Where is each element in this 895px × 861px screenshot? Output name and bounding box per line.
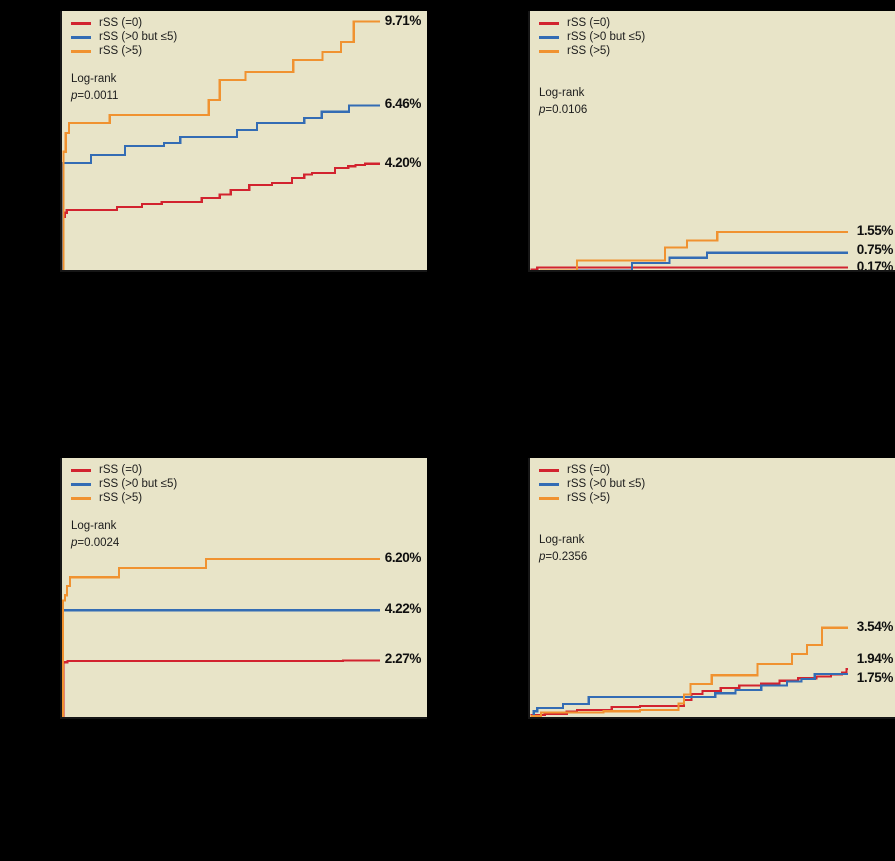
endpoint-label-orange: 3.54% xyxy=(856,618,894,634)
curve-orange xyxy=(62,558,380,717)
curve-red xyxy=(62,162,380,270)
logrank-annotation: Log-rank p=0.2356 xyxy=(539,532,587,566)
legend-item: rSS (>5) xyxy=(71,491,177,505)
legend: rSS (=0) rSS (>0 but ≤5) rSS (>5) xyxy=(539,16,645,58)
legend-line-red-icon xyxy=(539,21,559,25)
legend-line-orange-icon xyxy=(539,49,559,53)
plot-background xyxy=(530,11,895,270)
legend-line-red-icon xyxy=(71,468,91,472)
legend-label: rSS (>0 but ≤5) xyxy=(567,31,646,43)
endpoint-label-red: 4.20% xyxy=(384,154,422,170)
endpoint-label-blue: 4.22% xyxy=(384,601,422,617)
km-panel-top-right: rSS (=0) rSS (>0 but ≤5) rSS (>5) Log-ra… xyxy=(528,11,895,272)
legend-label: rSS (>5) xyxy=(99,45,143,57)
curve-blue xyxy=(547,251,848,270)
legend-line-orange-icon xyxy=(539,496,559,500)
plot-background xyxy=(62,11,427,270)
legend-label: rSS (>5) xyxy=(567,45,611,57)
logrank-label: Log-rank xyxy=(71,520,117,532)
endpoint-label-blue: 6.46% xyxy=(384,96,422,112)
plot-background xyxy=(62,458,427,717)
legend-label: rSS (>0 but ≤5) xyxy=(99,31,178,43)
km-panel-bottom-right: rSS (=0) rSS (>0 but ≤5) rSS (>5) Log-ra… xyxy=(528,458,895,719)
legend-line-red-icon xyxy=(539,468,559,472)
legend-line-blue-icon xyxy=(71,35,91,39)
legend-label: rSS (=0) xyxy=(99,464,143,476)
curve-blue xyxy=(62,104,380,270)
legend-line-blue-icon xyxy=(71,482,91,486)
logrank-annotation: Log-rank p=0.0011 xyxy=(71,71,118,105)
logrank-label: Log-rank xyxy=(539,87,585,99)
endpoint-label-red: 1.94% xyxy=(856,650,894,666)
endpoint-label-blue: 1.75% xyxy=(856,669,894,685)
legend-item: rSS (>5) xyxy=(71,44,177,58)
legend-label: rSS (=0) xyxy=(567,464,611,476)
logrank-label: Log-rank xyxy=(539,534,585,546)
legend-line-orange-icon xyxy=(71,49,91,53)
legend-label: rSS (>5) xyxy=(99,492,143,504)
endpoint-label-orange: 9.71% xyxy=(384,12,422,28)
survival-curves xyxy=(62,458,427,717)
survival-curves xyxy=(530,458,895,717)
curve-blue xyxy=(532,672,848,717)
p-value: p=0.0024 xyxy=(71,537,120,549)
legend-label: rSS (>0 but ≤5) xyxy=(567,478,646,490)
legend-item: rSS (=0) xyxy=(539,16,645,30)
logrank-annotation: Log-rank p=0.0024 xyxy=(71,518,119,552)
logrank-annotation: Log-rank p=0.0106 xyxy=(539,85,587,119)
km-panel-top-left: rSS (=0) rSS (>0 but ≤5) rSS (>5) Log-ra… xyxy=(60,11,427,272)
legend-label: rSS (=0) xyxy=(567,17,611,29)
survival-curves xyxy=(530,11,895,270)
legend-item: rSS (>0 but ≤5) xyxy=(71,477,177,491)
legend-item: rSS (=0) xyxy=(71,16,177,30)
endpoint-label-red: 2.27% xyxy=(384,651,422,667)
legend-label: rSS (=0) xyxy=(99,17,143,29)
endpoint-label-red: 0.17% xyxy=(856,258,894,272)
curve-orange xyxy=(539,230,848,270)
legend-line-blue-icon xyxy=(539,482,559,486)
km-panel-bottom-left: rSS (=0) rSS (>0 but ≤5) rSS (>5) Log-ra… xyxy=(60,458,427,719)
legend-line-orange-icon xyxy=(71,496,91,500)
legend: rSS (=0) rSS (>0 but ≤5) rSS (>5) xyxy=(71,463,177,505)
logrank-label: Log-rank xyxy=(71,73,117,85)
legend-item: rSS (>0 but ≤5) xyxy=(539,477,645,491)
curve-orange xyxy=(530,626,848,717)
legend-item: rSS (>0 but ≤5) xyxy=(71,30,177,44)
legend-item: rSS (>0 but ≤5) xyxy=(539,30,645,44)
legend: rSS (=0) rSS (>0 but ≤5) rSS (>5) xyxy=(539,463,645,505)
legend-item: rSS (>5) xyxy=(539,491,645,505)
legend: rSS (=0) rSS (>0 but ≤5) rSS (>5) xyxy=(71,16,177,58)
legend-label: rSS (>0 but ≤5) xyxy=(99,478,178,490)
p-value: p=0.2356 xyxy=(539,551,588,563)
curve-orange xyxy=(62,20,380,270)
endpoint-label-orange: 1.55% xyxy=(856,223,894,239)
legend-item: rSS (>5) xyxy=(539,44,645,58)
legend-line-red-icon xyxy=(71,21,91,25)
survival-curves xyxy=(62,11,427,270)
legend-line-blue-icon xyxy=(539,35,559,39)
endpoint-label-blue: 0.75% xyxy=(856,241,894,257)
endpoint-label-orange: 6.20% xyxy=(384,550,422,566)
legend-item: rSS (=0) xyxy=(71,463,177,477)
p-value: p=0.0011 xyxy=(71,90,119,102)
curve-red xyxy=(530,266,848,270)
p-value: p=0.0106 xyxy=(539,104,588,116)
legend-label: rSS (>5) xyxy=(567,492,611,504)
legend-item: rSS (=0) xyxy=(539,463,645,477)
